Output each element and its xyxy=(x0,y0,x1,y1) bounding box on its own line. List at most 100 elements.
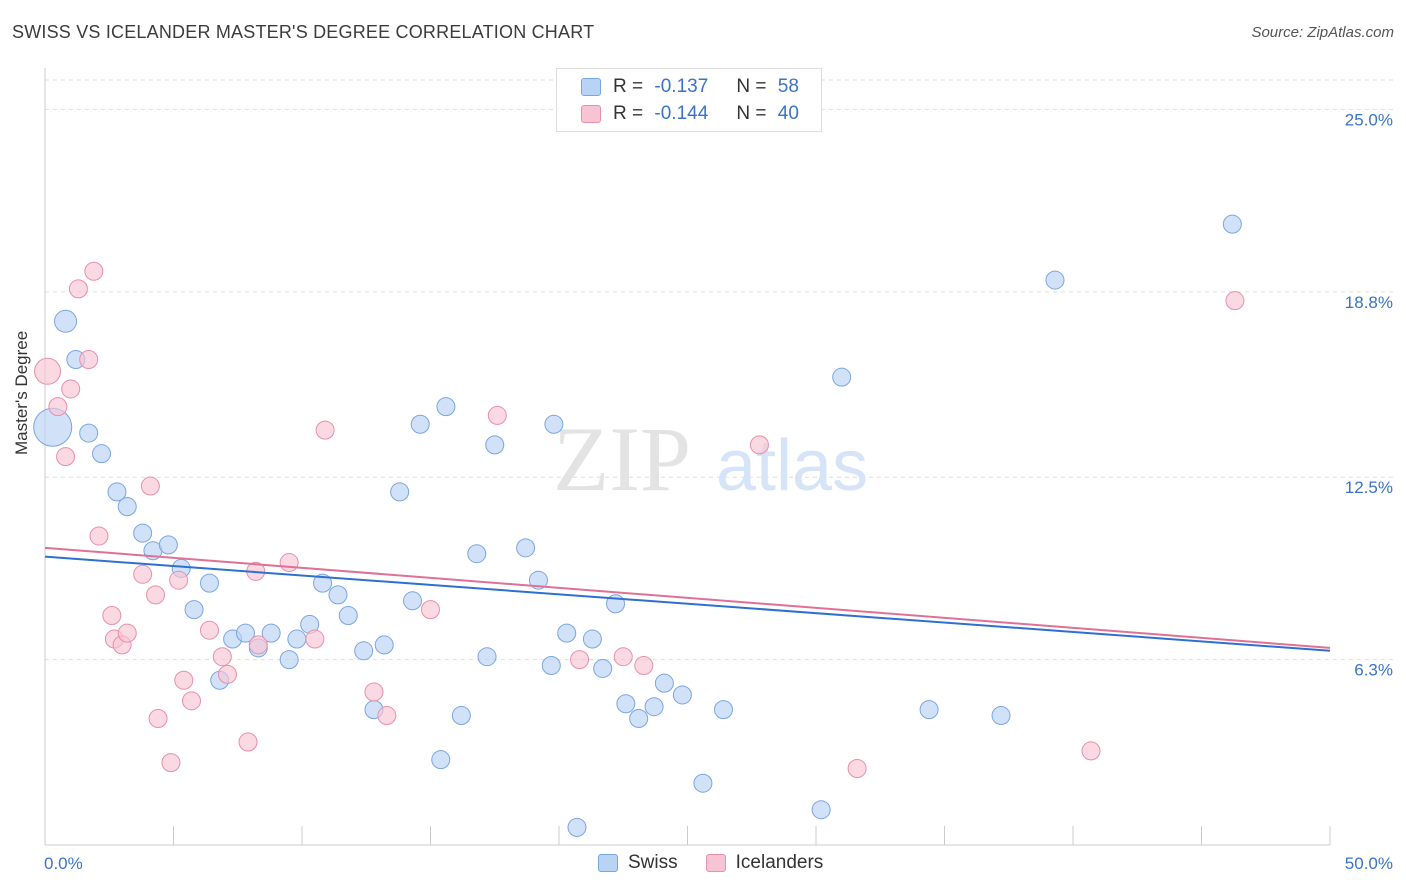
legend-item-icelanders[interactable]: Icelanders xyxy=(705,852,824,874)
icelander-point xyxy=(248,635,268,655)
y-tick-label: 12.5% xyxy=(1345,478,1393,497)
icelander-point xyxy=(68,279,88,299)
icelander-point xyxy=(181,691,201,711)
icelander-point xyxy=(199,620,219,640)
swiss-point xyxy=(328,585,348,605)
swiss-point xyxy=(672,685,692,705)
legend-icelanders-label: Icelanders xyxy=(735,852,824,873)
icelander-point xyxy=(1081,741,1101,761)
swiss-point xyxy=(832,367,852,387)
icelander-point xyxy=(48,397,68,417)
icelander-point xyxy=(61,379,81,399)
swiss-point xyxy=(410,414,430,434)
series-legend: Swiss Icelanders xyxy=(598,852,851,874)
icelander-point xyxy=(749,435,769,455)
icelander-point xyxy=(315,420,335,440)
swiss-point xyxy=(991,706,1011,726)
swiss-point xyxy=(287,629,307,649)
icelanders-swatch xyxy=(705,854,726,872)
swiss-point xyxy=(654,673,674,693)
icelander-point xyxy=(133,564,153,584)
swiss-point xyxy=(541,656,561,676)
icelander-point xyxy=(34,357,62,385)
watermark-atlas: atlas xyxy=(716,426,868,506)
legend-row-icelanders: R = -0.144 N = 40 xyxy=(581,101,799,127)
swiss-point xyxy=(338,606,358,625)
swiss-swatch xyxy=(581,78,601,96)
x-tick-label: 0.0% xyxy=(44,854,83,873)
icelander-point xyxy=(279,553,299,573)
icelander-point xyxy=(570,650,590,670)
icelander-point xyxy=(148,708,168,728)
swiss-point xyxy=(436,397,456,417)
swiss-point xyxy=(713,700,733,720)
swiss-point xyxy=(92,444,112,464)
y-axis-label: Master's Degree xyxy=(12,330,31,455)
swiss-point xyxy=(313,573,333,593)
icelander-point xyxy=(238,732,258,752)
swiss-point xyxy=(593,658,613,678)
swiss-point xyxy=(158,535,178,555)
icelander-point xyxy=(79,350,99,370)
icelander-point xyxy=(364,682,384,702)
swiss-point xyxy=(354,641,374,661)
icelanders-swatch xyxy=(581,105,601,123)
swiss-point xyxy=(184,600,204,620)
icelander-point xyxy=(117,623,137,643)
swiss-point xyxy=(919,700,939,720)
swiss-swatch xyxy=(598,854,618,872)
icelander-point xyxy=(84,261,104,281)
swiss-point xyxy=(567,817,587,837)
legend-n-label: N = xyxy=(736,76,767,97)
icelander-point xyxy=(1225,291,1245,311)
swiss-point xyxy=(644,697,664,717)
icelander-point xyxy=(613,647,633,667)
watermark: ZIP atlas xyxy=(553,408,868,510)
swiss-point xyxy=(467,544,487,564)
swiss-point xyxy=(516,538,536,558)
icelander-point xyxy=(847,759,867,778)
x-tick-label: 50.0% xyxy=(1345,854,1393,873)
swiss-point xyxy=(528,570,548,590)
data-points xyxy=(33,214,1245,837)
swiss-point xyxy=(477,647,497,667)
icelander-point xyxy=(56,447,76,467)
swiss-point xyxy=(582,629,602,649)
icelander-point xyxy=(634,656,654,676)
y-tick-label: 25.0% xyxy=(1345,110,1393,129)
legend-r-label: R = xyxy=(613,76,644,97)
swiss-point xyxy=(693,773,713,793)
legend-n-label: N = xyxy=(736,103,767,124)
icelander-point xyxy=(217,664,237,684)
swiss-point xyxy=(1045,270,1065,290)
icelander-point xyxy=(174,670,194,690)
icelander-point xyxy=(89,526,109,546)
swiss-point xyxy=(79,423,99,443)
legend-n-value: 40 xyxy=(777,103,799,124)
legend-r-value: -0.137 xyxy=(654,76,709,97)
swiss-point xyxy=(199,573,219,593)
swiss-point xyxy=(431,750,451,770)
legend-r-label: R = xyxy=(613,103,644,124)
axes xyxy=(44,68,1331,846)
icelander-point xyxy=(487,405,507,425)
swiss-point xyxy=(107,482,127,502)
swiss-point xyxy=(403,591,423,611)
swiss-point xyxy=(544,414,564,434)
swiss-point xyxy=(54,309,78,333)
swiss-point xyxy=(557,623,577,643)
icelander-point xyxy=(161,753,181,773)
swiss-point xyxy=(133,523,153,543)
legend-row-swiss: R = -0.137 N = 58 xyxy=(581,74,799,100)
legend-n-value: 58 xyxy=(777,76,799,97)
chart-title: SWISS VS ICELANDER MASTER'S DEGREE CORRE… xyxy=(12,22,595,42)
legend-r-value: -0.144 xyxy=(654,103,709,124)
legend-item-swiss[interactable]: Swiss xyxy=(598,852,678,874)
swiss-point xyxy=(1222,214,1242,234)
swiss-point xyxy=(485,435,505,455)
icelander-point xyxy=(146,585,166,605)
swiss-point xyxy=(616,694,636,714)
swiss-point xyxy=(374,635,394,655)
swiss-point xyxy=(451,706,471,726)
